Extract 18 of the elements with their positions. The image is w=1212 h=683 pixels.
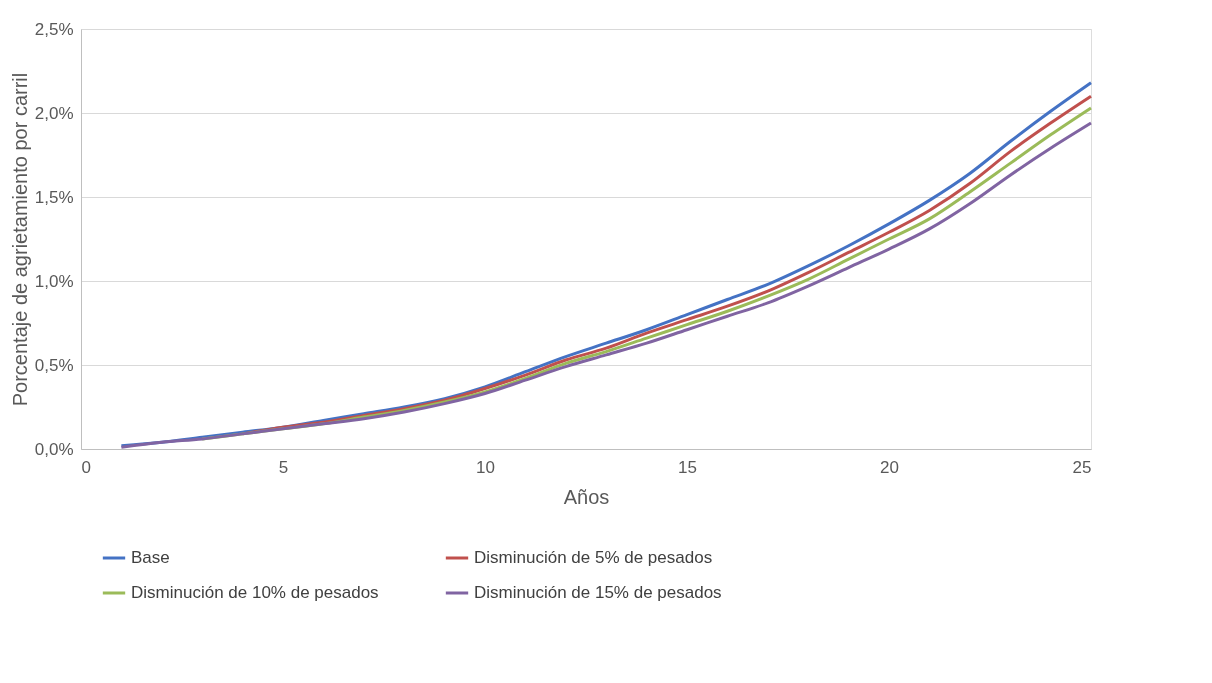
x-axis-title: Años <box>563 485 610 508</box>
y-tick-label: 0,5% <box>34 355 74 375</box>
y-tick-label: 2,0% <box>34 103 74 123</box>
x-tick-label: 0 <box>81 457 91 477</box>
y-axis-title: Porcentaje de agrietamiento por carril <box>8 72 31 407</box>
y-tick-label: 1,0% <box>34 271 74 291</box>
x-tick-label: 10 <box>476 457 495 477</box>
legend-label: Disminución de 10% de pesados <box>131 583 379 602</box>
y-tick-label: 2,5% <box>34 19 74 39</box>
y-tick-label: 0,0% <box>34 439 74 459</box>
legend-label: Disminución de 5% de pesados <box>474 548 713 567</box>
x-tick-label: 15 <box>678 457 697 477</box>
x-tick-label: 25 <box>1072 457 1092 477</box>
x-tick-label: 20 <box>880 457 899 477</box>
x-tick-label: 5 <box>278 457 289 477</box>
legend-label: Disminución de 15% de pesados <box>474 583 722 602</box>
y-tick-label: 1,5% <box>34 187 74 207</box>
legend-label: Base <box>131 548 170 567</box>
